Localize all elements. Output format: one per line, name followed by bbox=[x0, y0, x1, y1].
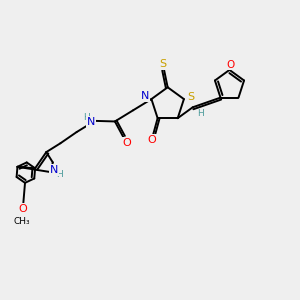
Text: S: S bbox=[159, 59, 166, 69]
Text: O: O bbox=[18, 204, 27, 214]
Text: S: S bbox=[187, 92, 194, 102]
Text: N: N bbox=[50, 165, 58, 175]
Text: H: H bbox=[197, 109, 204, 118]
Text: N: N bbox=[141, 91, 149, 101]
Text: H: H bbox=[83, 113, 89, 122]
Text: N: N bbox=[87, 117, 95, 127]
Text: O: O bbox=[122, 138, 131, 148]
Text: O: O bbox=[147, 135, 156, 145]
Text: H: H bbox=[56, 170, 63, 179]
Text: CH₃: CH₃ bbox=[14, 217, 30, 226]
Text: O: O bbox=[227, 60, 235, 70]
